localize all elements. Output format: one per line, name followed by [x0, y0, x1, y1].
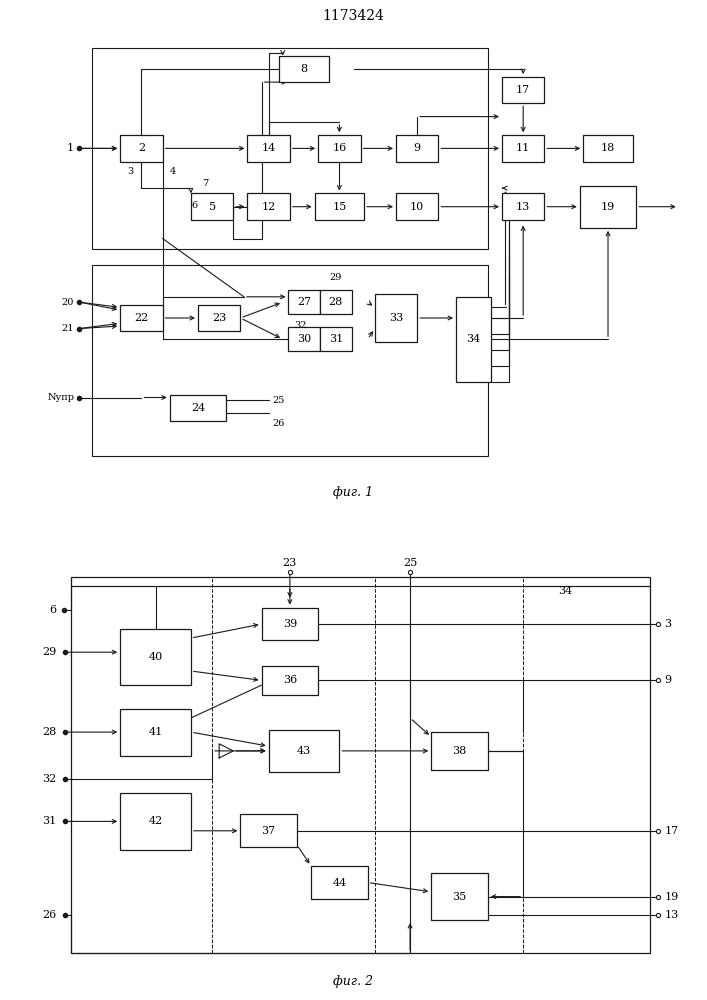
Bar — [247, 193, 290, 220]
Text: фиг. 2: фиг. 2 — [334, 975, 373, 988]
Text: 8: 8 — [300, 64, 308, 74]
Text: 29: 29 — [42, 647, 57, 657]
Bar — [583, 135, 633, 162]
Bar — [318, 135, 361, 162]
Bar — [502, 77, 544, 103]
Bar — [262, 608, 318, 640]
Bar — [191, 193, 233, 220]
Text: 9: 9 — [665, 675, 672, 685]
Text: 36: 36 — [283, 675, 297, 685]
Text: 1173424: 1173424 — [322, 9, 385, 23]
Bar — [375, 294, 417, 342]
Text: 40: 40 — [148, 652, 163, 662]
Text: 9: 9 — [414, 143, 421, 153]
Text: 16: 16 — [332, 143, 346, 153]
Text: 32: 32 — [42, 774, 57, 784]
Text: 1: 1 — [67, 143, 74, 153]
Bar — [315, 193, 364, 220]
Text: 34: 34 — [467, 334, 481, 344]
Text: 22: 22 — [134, 313, 148, 323]
Text: 17: 17 — [516, 85, 530, 95]
Bar — [311, 866, 368, 899]
Bar — [320, 290, 352, 314]
Bar — [71, 577, 650, 953]
Text: 31: 31 — [329, 334, 343, 344]
Bar — [120, 135, 163, 162]
Bar — [396, 193, 438, 220]
Text: 15: 15 — [332, 202, 346, 212]
Text: 6: 6 — [49, 605, 57, 615]
Text: 5: 5 — [209, 202, 216, 212]
Bar — [396, 135, 438, 162]
Bar — [198, 305, 240, 331]
Bar — [431, 873, 488, 920]
Text: 30: 30 — [297, 334, 311, 344]
Text: 44: 44 — [332, 878, 346, 888]
Text: 23: 23 — [283, 558, 297, 568]
Text: 24: 24 — [191, 403, 205, 413]
Text: 26: 26 — [272, 419, 285, 428]
Bar — [456, 297, 491, 382]
Text: 28: 28 — [329, 297, 343, 307]
Bar — [269, 730, 339, 772]
Text: 3: 3 — [665, 619, 672, 629]
Text: 32: 32 — [294, 321, 307, 330]
Text: 28: 28 — [42, 727, 57, 737]
Bar — [247, 135, 290, 162]
Text: 17: 17 — [665, 826, 679, 836]
Text: 2: 2 — [138, 143, 145, 153]
Text: 12: 12 — [262, 202, 276, 212]
Text: 37: 37 — [262, 826, 276, 836]
Text: 23: 23 — [212, 313, 226, 323]
Bar — [120, 793, 191, 850]
Text: 14: 14 — [262, 143, 276, 153]
Text: 25: 25 — [403, 558, 417, 568]
Bar — [262, 666, 318, 694]
Bar — [120, 709, 191, 756]
Bar — [288, 327, 320, 351]
Text: 34: 34 — [559, 586, 573, 596]
Text: 33: 33 — [389, 313, 403, 323]
Text: 43: 43 — [297, 746, 311, 756]
Bar — [320, 327, 352, 351]
Text: 38: 38 — [452, 746, 467, 756]
Text: 20: 20 — [62, 298, 74, 307]
Text: 26: 26 — [42, 910, 57, 920]
Bar — [92, 48, 488, 249]
Text: фиг. 1: фиг. 1 — [334, 486, 373, 499]
Text: 6: 6 — [192, 201, 198, 210]
Text: 27: 27 — [297, 297, 311, 307]
Bar — [120, 629, 191, 685]
Text: 41: 41 — [148, 727, 163, 737]
Bar — [279, 56, 329, 82]
Text: 13: 13 — [665, 910, 679, 920]
Bar — [240, 814, 297, 847]
Text: 13: 13 — [516, 202, 530, 212]
Bar — [288, 290, 320, 314]
Text: 29: 29 — [329, 273, 342, 282]
Text: 10: 10 — [410, 202, 424, 212]
Text: 19: 19 — [601, 202, 615, 212]
Text: 21: 21 — [62, 324, 74, 333]
Bar — [120, 305, 163, 331]
Text: 31: 31 — [42, 816, 57, 826]
Text: 39: 39 — [283, 619, 297, 629]
Text: 19: 19 — [665, 892, 679, 902]
Bar — [170, 395, 226, 421]
Text: 42: 42 — [148, 816, 163, 826]
Text: 11: 11 — [516, 143, 530, 153]
Text: 4: 4 — [170, 167, 176, 176]
Text: Nупр: Nупр — [47, 393, 74, 402]
Bar — [502, 193, 544, 220]
Text: 7: 7 — [202, 179, 209, 188]
Bar — [580, 186, 636, 228]
Text: 25: 25 — [272, 396, 285, 405]
Bar — [502, 135, 544, 162]
Text: 35: 35 — [452, 892, 467, 902]
Text: 18: 18 — [601, 143, 615, 153]
Text: 3: 3 — [128, 167, 134, 176]
Bar — [92, 265, 488, 456]
Bar — [431, 732, 488, 770]
